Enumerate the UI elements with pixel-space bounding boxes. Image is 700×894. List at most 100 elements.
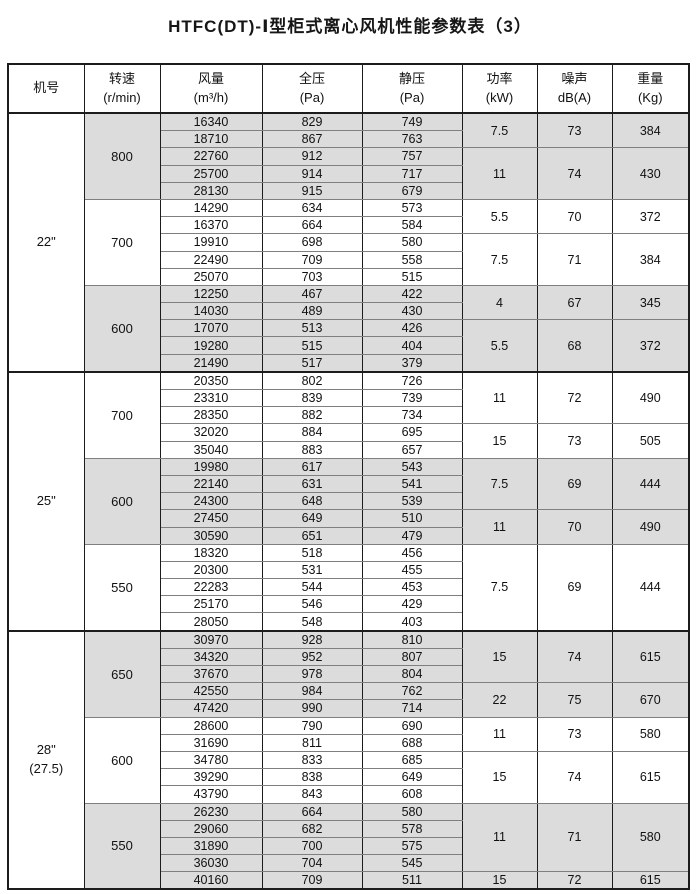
cell-static-pressure: 453: [361, 578, 463, 597]
cell-airflow: 24300: [159, 492, 263, 511]
cell-power: 22: [461, 682, 538, 718]
cell-airflow: 40160: [159, 871, 263, 890]
cell-model: 28" (27.5): [7, 629, 85, 890]
cell-total-pressure: 984: [261, 682, 363, 701]
table-row: 29060 682 578: [8, 819, 689, 838]
column-header-weight: 重量 (Kg): [611, 63, 690, 114]
table-row: 28130 915 679: [8, 181, 689, 200]
column-header-power: 功率 (kW): [461, 63, 538, 114]
cell-airflow: 47420: [159, 699, 263, 718]
table-row: 31690 811 688: [8, 733, 689, 752]
cell-speed: 650: [83, 629, 161, 718]
cell-power: 15: [461, 629, 538, 684]
cell-speed: 550: [83, 802, 161, 890]
cell-airflow: 20300: [159, 560, 263, 580]
cell-static-pressure: 404: [361, 336, 463, 355]
cell-airflow: 19910: [159, 233, 263, 252]
cell-total-pressure: 544: [261, 578, 363, 597]
cell-airflow: 29060: [159, 819, 263, 838]
cell-static-pressure: 580: [361, 802, 463, 821]
cell-airflow: 25070: [159, 267, 263, 286]
cell-airflow: 18710: [159, 130, 263, 149]
cell-total-pressure: 682: [261, 819, 363, 838]
cell-static-pressure: 511: [361, 871, 463, 890]
cell-airflow: 34320: [159, 647, 263, 667]
cell-static-pressure: 578: [361, 819, 463, 838]
cell-speed: 550: [83, 543, 161, 632]
table-row: 32020 884 695 15 73 505: [8, 423, 690, 459]
cell-total-pressure: 489: [261, 302, 363, 321]
cell-airflow: 35040: [159, 440, 263, 459]
cell-airflow: 36030: [159, 854, 263, 873]
cell-static-pressure: 717: [361, 164, 463, 183]
cell-static-pressure: 714: [361, 699, 463, 718]
cell-airflow: 28350: [159, 406, 263, 425]
cell-power: 5.5: [461, 319, 538, 373]
table-row: 43790 843 608: [8, 785, 689, 804]
table-row: 22490 709 558: [8, 250, 689, 269]
cell-weight: 444: [611, 543, 690, 632]
cell-weight: 615: [611, 871, 690, 890]
cell-airflow: 43790: [159, 785, 263, 804]
table-row: 36030 704 545: [8, 854, 689, 873]
table-row: 19280 515 404: [8, 336, 689, 355]
table-row: 24300 648 539: [8, 492, 689, 511]
cell-static-pressure: 807: [361, 647, 463, 667]
cell-airflow: 18320: [159, 543, 263, 562]
cell-static-pressure: 510: [361, 509, 463, 528]
cell-noise: 75: [536, 682, 613, 718]
table-row: 35040 883 657: [8, 440, 689, 459]
table-row: 20300 531 455: [8, 560, 689, 580]
table-row: 34780 833 685 15 74 615: [8, 750, 690, 804]
cell-weight: 580: [611, 802, 690, 873]
cell-noise: 68: [536, 319, 613, 373]
cell-static-pressure: 757: [361, 147, 463, 166]
cell-power: 4: [461, 284, 538, 321]
cell-static-pressure: 690: [361, 716, 463, 735]
cell-total-pressure: 617: [261, 457, 363, 476]
cell-noise: 74: [536, 629, 613, 684]
column-header-speed: 转速 (r/min): [83, 63, 161, 114]
cell-noise: 72: [536, 370, 613, 425]
cell-power: 7.5: [461, 233, 538, 286]
cell-airflow: 16370: [159, 216, 263, 235]
cell-total-pressure: 811: [261, 733, 363, 752]
cell-static-pressure: 762: [361, 682, 463, 701]
cell-weight: 670: [611, 682, 690, 718]
cell-static-pressure: 657: [361, 440, 463, 459]
cell-static-pressure: 726: [361, 370, 463, 390]
table-row: 600 28600 790 690 11 73 580: [8, 716, 690, 804]
table-row: 550 18320 518 456 7.5 69 444: [8, 543, 690, 632]
cell-static-pressure: 810: [361, 629, 463, 649]
table-row: 23310 839 739: [8, 388, 689, 408]
cell-weight: 615: [611, 629, 690, 684]
cell-airflow: 22490: [159, 250, 263, 269]
cell-total-pressure: 518: [261, 543, 363, 562]
cell-noise: 67: [536, 284, 613, 321]
cell-total-pressure: 867: [261, 130, 363, 149]
cell-airflow: 39290: [159, 768, 263, 787]
cell-static-pressure: 804: [361, 664, 463, 684]
cell-static-pressure: 479: [361, 526, 463, 545]
table-row: 19910 698 580 7.5 71 384: [8, 233, 690, 286]
cell-static-pressure: 558: [361, 250, 463, 269]
cell-static-pressure: 575: [361, 836, 463, 856]
table-row: 47420 990 714: [8, 699, 689, 718]
cell-weight: 384: [611, 233, 690, 286]
cell-noise: 71: [536, 233, 613, 286]
table-row: 600 12250 467 422 4 67 345: [8, 284, 690, 373]
cell-speed: 700: [83, 370, 161, 459]
cell-power: 11: [461, 370, 538, 425]
cell-static-pressure: 580: [361, 233, 463, 252]
cell-total-pressure: 704: [261, 854, 363, 873]
cell-power: 15: [461, 871, 538, 890]
cell-power: 5.5: [461, 198, 538, 235]
column-header-noise: 噪声 dB(A): [536, 63, 613, 114]
performance-table: 机号 转速 (r/min) 风量 (m³/h) 全压 (Pa) 静压 (Pa) 功率 (kW) 噪声 d…: [7, 63, 690, 891]
cell-airflow: 30590: [159, 526, 263, 545]
cell-total-pressure: 883: [261, 440, 363, 459]
cell-static-pressure: 515: [361, 267, 463, 286]
table-row: 28" (27.5) 650 30970 928 810 15 74 615: [7, 629, 690, 890]
table-row: 42550 984 762 22 75 670: [8, 682, 690, 718]
cell-total-pressure: 700: [261, 836, 363, 856]
